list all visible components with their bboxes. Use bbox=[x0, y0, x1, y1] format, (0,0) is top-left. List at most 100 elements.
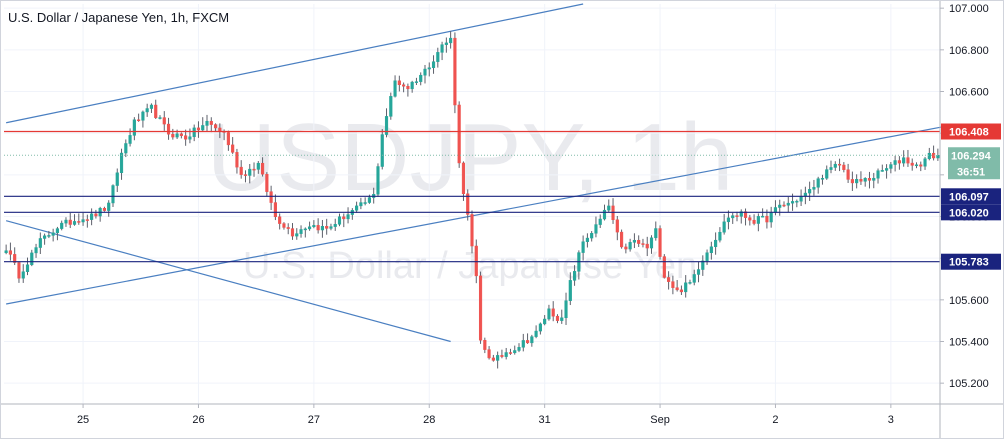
candle bbox=[513, 345, 517, 355]
candle bbox=[453, 32, 457, 114]
candle bbox=[333, 218, 337, 231]
candle bbox=[662, 254, 666, 279]
candle bbox=[34, 243, 38, 258]
candle bbox=[872, 172, 876, 189]
candle bbox=[90, 208, 94, 226]
candle bbox=[226, 130, 230, 151]
x-tick-label: 27 bbox=[308, 414, 320, 426]
candle bbox=[243, 170, 248, 183]
candle bbox=[85, 214, 89, 228]
candle bbox=[81, 212, 85, 226]
candle bbox=[709, 241, 713, 260]
watermark-symbol: USDJPY, 1h bbox=[207, 104, 734, 211]
candle bbox=[628, 238, 632, 252]
support-badge bbox=[941, 253, 1001, 270]
candle bbox=[431, 55, 436, 74]
candle bbox=[406, 83, 410, 97]
candle bbox=[124, 139, 128, 158]
candle bbox=[256, 160, 260, 174]
candle bbox=[816, 176, 820, 194]
trendline[interactable] bbox=[5, 220, 451, 343]
candle bbox=[833, 161, 837, 171]
candle bbox=[491, 354, 495, 362]
candle bbox=[265, 172, 269, 197]
candle bbox=[855, 174, 859, 189]
candle bbox=[825, 165, 829, 180]
candle bbox=[8, 242, 12, 261]
candle bbox=[303, 227, 307, 238]
candle bbox=[876, 168, 880, 184]
candle bbox=[585, 233, 589, 248]
candle bbox=[355, 201, 359, 213]
candle bbox=[295, 228, 299, 240]
candle bbox=[735, 211, 739, 222]
candle bbox=[410, 80, 414, 93]
x-tick-label: 2 bbox=[772, 414, 778, 426]
candle bbox=[273, 194, 277, 221]
candle bbox=[248, 164, 252, 184]
candle bbox=[547, 304, 551, 321]
candle bbox=[196, 121, 201, 138]
candle bbox=[731, 212, 735, 224]
candle bbox=[525, 333, 530, 344]
price-lines bbox=[4, 130, 940, 263]
candle bbox=[679, 285, 683, 295]
candle bbox=[94, 209, 98, 219]
candles bbox=[4, 31, 940, 369]
candle bbox=[675, 280, 679, 292]
candle bbox=[436, 47, 440, 68]
candle bbox=[166, 117, 171, 140]
candle bbox=[521, 333, 525, 352]
candle bbox=[620, 229, 624, 249]
watermark-name: U.S. Dollar / Japanese Yen bbox=[243, 245, 697, 287]
trendline[interactable] bbox=[6, 3, 584, 124]
candle bbox=[440, 41, 444, 61]
candle bbox=[786, 196, 790, 213]
candle bbox=[98, 206, 102, 222]
candle bbox=[769, 206, 773, 228]
trendline[interactable] bbox=[6, 126, 943, 305]
candle bbox=[376, 163, 380, 197]
y-tick-label: 106.600 bbox=[949, 87, 989, 99]
candle bbox=[923, 156, 927, 170]
candle bbox=[478, 271, 483, 344]
candle bbox=[359, 197, 363, 210]
candle bbox=[4, 244, 8, 255]
candle bbox=[534, 325, 538, 339]
candle bbox=[132, 117, 136, 141]
candle bbox=[560, 309, 564, 324]
candle bbox=[389, 92, 393, 120]
candle bbox=[517, 343, 521, 353]
candle bbox=[598, 214, 602, 228]
candle bbox=[637, 235, 641, 247]
candle bbox=[290, 223, 295, 240]
candle bbox=[261, 157, 265, 177]
candle bbox=[43, 233, 47, 245]
candle bbox=[60, 220, 64, 231]
candle bbox=[590, 231, 594, 242]
price-line-label: 106.020 bbox=[949, 207, 989, 219]
y-tick-label: 105.600 bbox=[949, 295, 989, 307]
candle bbox=[718, 227, 722, 243]
price-line-label: 105.783 bbox=[949, 257, 989, 269]
candle bbox=[470, 210, 474, 254]
candle bbox=[594, 216, 598, 238]
candle bbox=[179, 132, 183, 139]
candle bbox=[346, 207, 350, 224]
candle bbox=[893, 155, 897, 172]
candle bbox=[466, 189, 470, 221]
candle bbox=[487, 346, 491, 360]
candle bbox=[692, 269, 696, 286]
candle bbox=[773, 200, 778, 216]
candle bbox=[667, 271, 671, 290]
candle bbox=[55, 226, 59, 241]
candle bbox=[145, 103, 149, 117]
candle bbox=[564, 292, 568, 325]
candle bbox=[508, 348, 513, 355]
candle bbox=[645, 236, 649, 257]
candle bbox=[829, 160, 833, 174]
candle bbox=[213, 123, 218, 132]
candle bbox=[342, 213, 346, 228]
candle bbox=[64, 217, 68, 227]
